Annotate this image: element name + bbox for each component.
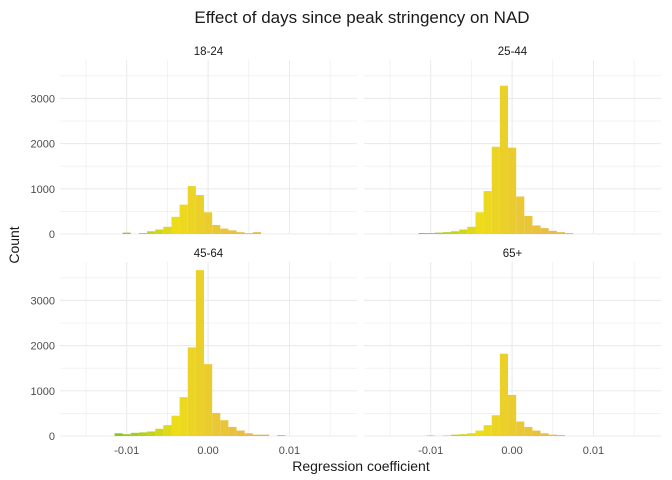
histogram-bar bbox=[155, 229, 164, 234]
histogram-bar bbox=[532, 430, 541, 436]
histogram-bar bbox=[418, 233, 427, 234]
histogram-bar bbox=[179, 204, 188, 234]
histogram-bar bbox=[277, 435, 286, 436]
histogram-bar bbox=[147, 231, 156, 234]
histogram-bar bbox=[252, 434, 261, 436]
histogram-bar bbox=[212, 224, 221, 234]
histogram-bar bbox=[491, 415, 500, 436]
histogram-bar bbox=[459, 229, 468, 234]
histogram-bar bbox=[475, 212, 484, 234]
histogram-bar bbox=[467, 226, 476, 234]
histogram-bar bbox=[114, 433, 123, 436]
histogram-bar bbox=[532, 225, 541, 234]
x-tick-label: -0.01 bbox=[418, 445, 443, 457]
chart-title: Effect of days since peak stringency on … bbox=[194, 8, 529, 27]
histogram-bar bbox=[467, 433, 476, 436]
histogram-bar bbox=[491, 146, 500, 234]
histogram-bar bbox=[564, 233, 574, 234]
y-tick-label: 0 bbox=[49, 229, 55, 241]
histogram-bar bbox=[155, 428, 164, 436]
histogram-bar bbox=[524, 215, 533, 234]
histogram-bar bbox=[499, 353, 509, 436]
x-tick-label: -0.01 bbox=[114, 445, 139, 457]
histogram-bar bbox=[499, 85, 509, 234]
histogram-bar bbox=[212, 412, 221, 436]
histogram-bar bbox=[138, 233, 148, 234]
histogram-bar bbox=[236, 430, 245, 436]
histogram-bar bbox=[130, 432, 139, 436]
histogram-bar bbox=[171, 216, 180, 234]
x-tick-label: 0.01 bbox=[583, 445, 604, 457]
histogram-bar bbox=[163, 425, 172, 436]
x-tick-label: 0.01 bbox=[279, 445, 300, 457]
y-tick-label: 1000 bbox=[31, 386, 55, 398]
histogram-bar bbox=[483, 191, 492, 234]
y-tick-label: 2000 bbox=[31, 139, 55, 151]
histogram-bar bbox=[228, 230, 237, 234]
histogram-bar bbox=[171, 415, 180, 436]
histogram-bar bbox=[556, 435, 565, 436]
facet-panel: 18-24 0 1000 2000 3000 bbox=[31, 46, 357, 241]
histogram-bar bbox=[122, 232, 131, 234]
y-tick-label: 3000 bbox=[31, 295, 55, 307]
histogram-bar bbox=[540, 228, 549, 234]
histogram-bar bbox=[138, 432, 148, 436]
x-tick-label: 0.00 bbox=[197, 445, 218, 457]
histogram-bar bbox=[195, 195, 205, 234]
y-tick-label: 2000 bbox=[31, 341, 55, 353]
histogram-bar bbox=[459, 434, 468, 436]
histogram-bar bbox=[442, 232, 452, 234]
histogram-bar bbox=[187, 347, 196, 436]
histogram-bar bbox=[147, 431, 156, 436]
histogram-bar bbox=[483, 425, 492, 436]
histogram-bar bbox=[187, 186, 196, 234]
histogram-bar bbox=[426, 233, 435, 234]
histogram-bar bbox=[548, 434, 557, 436]
histogram-bar bbox=[179, 397, 188, 436]
histogram-bar bbox=[236, 232, 245, 234]
x-tick-label: 0.00 bbox=[501, 445, 522, 457]
histogram-bar bbox=[220, 228, 229, 234]
y-tick-label: 3000 bbox=[31, 93, 55, 105]
facet-label: 18-24 bbox=[194, 46, 224, 58]
facet-label: 25-44 bbox=[498, 46, 528, 58]
histogram-bar bbox=[122, 434, 131, 436]
histogram-bar bbox=[195, 270, 205, 436]
histogram-bar bbox=[508, 394, 517, 436]
facet-label: 65+ bbox=[503, 248, 523, 260]
y-tick-label: 0 bbox=[49, 431, 55, 443]
histogram-bar bbox=[244, 433, 253, 436]
y-axis-title: Count bbox=[6, 226, 22, 263]
histogram-bar bbox=[508, 147, 517, 234]
histogram-bar bbox=[204, 212, 213, 234]
facet-panel: 65+ -0.01 0.00 0.01 bbox=[364, 248, 661, 457]
histogram-bar bbox=[228, 426, 237, 436]
histogram-bar bbox=[556, 232, 565, 234]
histogram-bar bbox=[220, 420, 229, 436]
histogram-bar bbox=[260, 434, 270, 436]
histogram-bar bbox=[516, 421, 525, 436]
facet-panel: 25-44 bbox=[364, 46, 661, 235]
histogram-bar bbox=[475, 430, 484, 436]
histogram-bar bbox=[204, 364, 213, 436]
histogram-bar bbox=[516, 196, 525, 234]
histogram-bar bbox=[451, 434, 460, 436]
x-axis-title: Regression coefficient bbox=[292, 458, 430, 474]
histogram-bar bbox=[451, 231, 460, 234]
histogram-bar bbox=[540, 433, 549, 436]
facet-label: 45-64 bbox=[194, 248, 224, 260]
y-tick-label: 1000 bbox=[31, 184, 55, 196]
histogram-bar bbox=[252, 232, 261, 234]
histogram-bar bbox=[434, 232, 443, 234]
facet-panel: 45-64 0 1000 2000 3000 -0.01 0.00 0.01 bbox=[31, 248, 357, 457]
histogram-bar bbox=[548, 230, 557, 234]
facet-panels: 18-24 0 1000 2000 3000 25-44 45-64 0 1000 2000 300… bbox=[31, 46, 661, 457]
histogram-bar bbox=[163, 226, 172, 234]
histogram-bar bbox=[244, 233, 253, 234]
histogram-bar bbox=[524, 426, 533, 436]
